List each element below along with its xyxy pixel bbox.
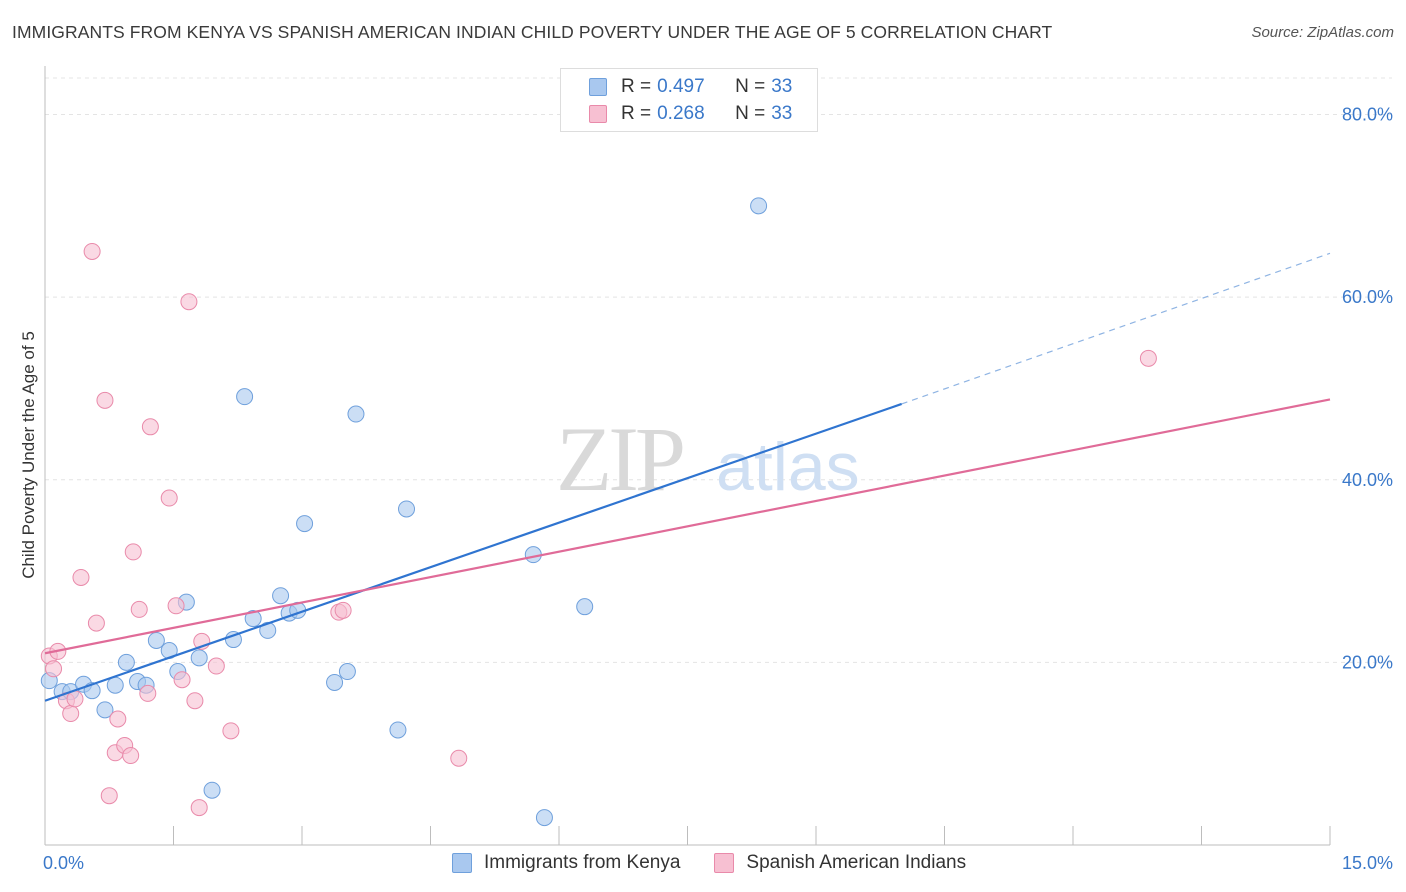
points	[40, 197, 1157, 827]
y-tick-label: 40.0%	[1342, 470, 1393, 490]
spanish-point	[83, 242, 101, 260]
kenya-point	[147, 631, 165, 649]
legend-box: R = 0.497 N = 33 R = 0.268 N = 33	[560, 68, 818, 132]
spanish-point	[450, 749, 468, 767]
kenya-point	[398, 500, 416, 518]
legend-r-value: 0.268	[657, 103, 705, 124]
legend-n-label: N =	[735, 103, 766, 124]
spanish-point	[45, 660, 63, 678]
y-tick-label: 20.0%	[1342, 652, 1393, 672]
kenya-point	[338, 663, 356, 681]
legend-n-label: N =	[735, 76, 766, 97]
y-tick-label: 80.0%	[1342, 105, 1393, 125]
bottom-legend-item-kenya: Immigrants from Kenya	[452, 852, 680, 874]
x-tick-label: 0.0%	[43, 853, 84, 873]
kenya-point	[224, 631, 242, 649]
spanish-point	[180, 293, 198, 311]
spanish-trend-line	[44, 398, 1331, 655]
bottom-legend-item-spanish: Spanish American Indians	[714, 852, 966, 874]
spanish-point	[139, 684, 157, 702]
kenya-trend-extension	[901, 252, 1331, 405]
legend-r-label: R =	[621, 76, 652, 97]
kenya-point	[347, 405, 365, 423]
spanish-point	[190, 799, 208, 817]
legend-n-value: 33	[771, 76, 793, 97]
spanish-point	[207, 657, 225, 675]
bottom-legend: Immigrants from Kenya Spanish American I…	[452, 852, 1000, 874]
spanish-point	[124, 543, 142, 561]
spanish-point	[141, 418, 159, 436]
y-axis-label: Child Poverty Under the Age of 5	[19, 331, 38, 579]
x-ticks	[44, 826, 1331, 845]
kenya-point	[326, 673, 344, 691]
legend-swatch-kenya	[589, 78, 607, 96]
bottom-legend-label-spanish: Spanish American Indians	[746, 852, 967, 873]
y-tick-label: 60.0%	[1342, 287, 1393, 307]
spanish-point	[122, 747, 140, 765]
spanish-point	[334, 601, 352, 619]
legend-r-label: R =	[621, 103, 652, 124]
kenya-point	[236, 388, 254, 406]
spanish-point	[130, 600, 148, 618]
spanish-point	[160, 489, 178, 507]
kenya-point	[750, 197, 768, 215]
spanish-point	[62, 705, 80, 723]
kenya-trend-line	[44, 402, 903, 702]
spanish-point	[100, 787, 118, 805]
legend-row-kenya: R = 0.497 N = 33	[589, 75, 792, 99]
x-tick-label: 15.0%	[1342, 853, 1393, 873]
y-tick-labels: 20.0% 40.0% 60.0% 80.0%	[1342, 105, 1393, 673]
spanish-point	[109, 710, 127, 728]
kenya-point	[244, 610, 262, 628]
spanish-point	[1139, 349, 1157, 367]
bottom-legend-label-kenya: Immigrants from Kenya	[484, 852, 681, 873]
source-label: Source: ZipAtlas.com	[1251, 24, 1394, 41]
grid	[45, 77, 1392, 663]
chart-title: IMMIGRANTS FROM KENYA VS SPANISH AMERICA…	[12, 22, 1053, 42]
watermark-zip: ZIP	[556, 408, 683, 510]
kenya-point	[203, 781, 221, 799]
kenya-point	[117, 653, 135, 671]
spanish-point	[173, 671, 191, 689]
kenya-point	[106, 676, 124, 694]
spanish-point	[87, 614, 105, 632]
legend-n-value: 33	[771, 103, 793, 124]
legend-row-spanish: R = 0.268 N = 33	[589, 102, 792, 126]
watermark-atlas: atlas	[716, 429, 860, 505]
spanish-point	[96, 391, 114, 409]
legend-r-value: 0.497	[657, 76, 705, 97]
legend-swatch-spanish	[589, 105, 607, 123]
kenya-point	[576, 598, 594, 616]
bottom-legend-swatch-kenya	[452, 853, 472, 873]
bottom-legend-swatch-spanish	[714, 853, 735, 873]
trend-lines	[44, 252, 1331, 702]
spanish-point	[222, 722, 240, 740]
kenya-point	[296, 515, 314, 533]
spanish-point	[186, 692, 204, 710]
kenya-point	[535, 809, 553, 827]
kenya-point	[389, 721, 407, 739]
kenya-point	[190, 649, 208, 667]
spanish-point	[72, 568, 90, 586]
x-tick-labels: 0.0% 15.0%	[43, 853, 1393, 873]
kenya-point	[96, 701, 114, 719]
spanish-point	[167, 597, 185, 615]
kenya-point	[272, 587, 290, 605]
